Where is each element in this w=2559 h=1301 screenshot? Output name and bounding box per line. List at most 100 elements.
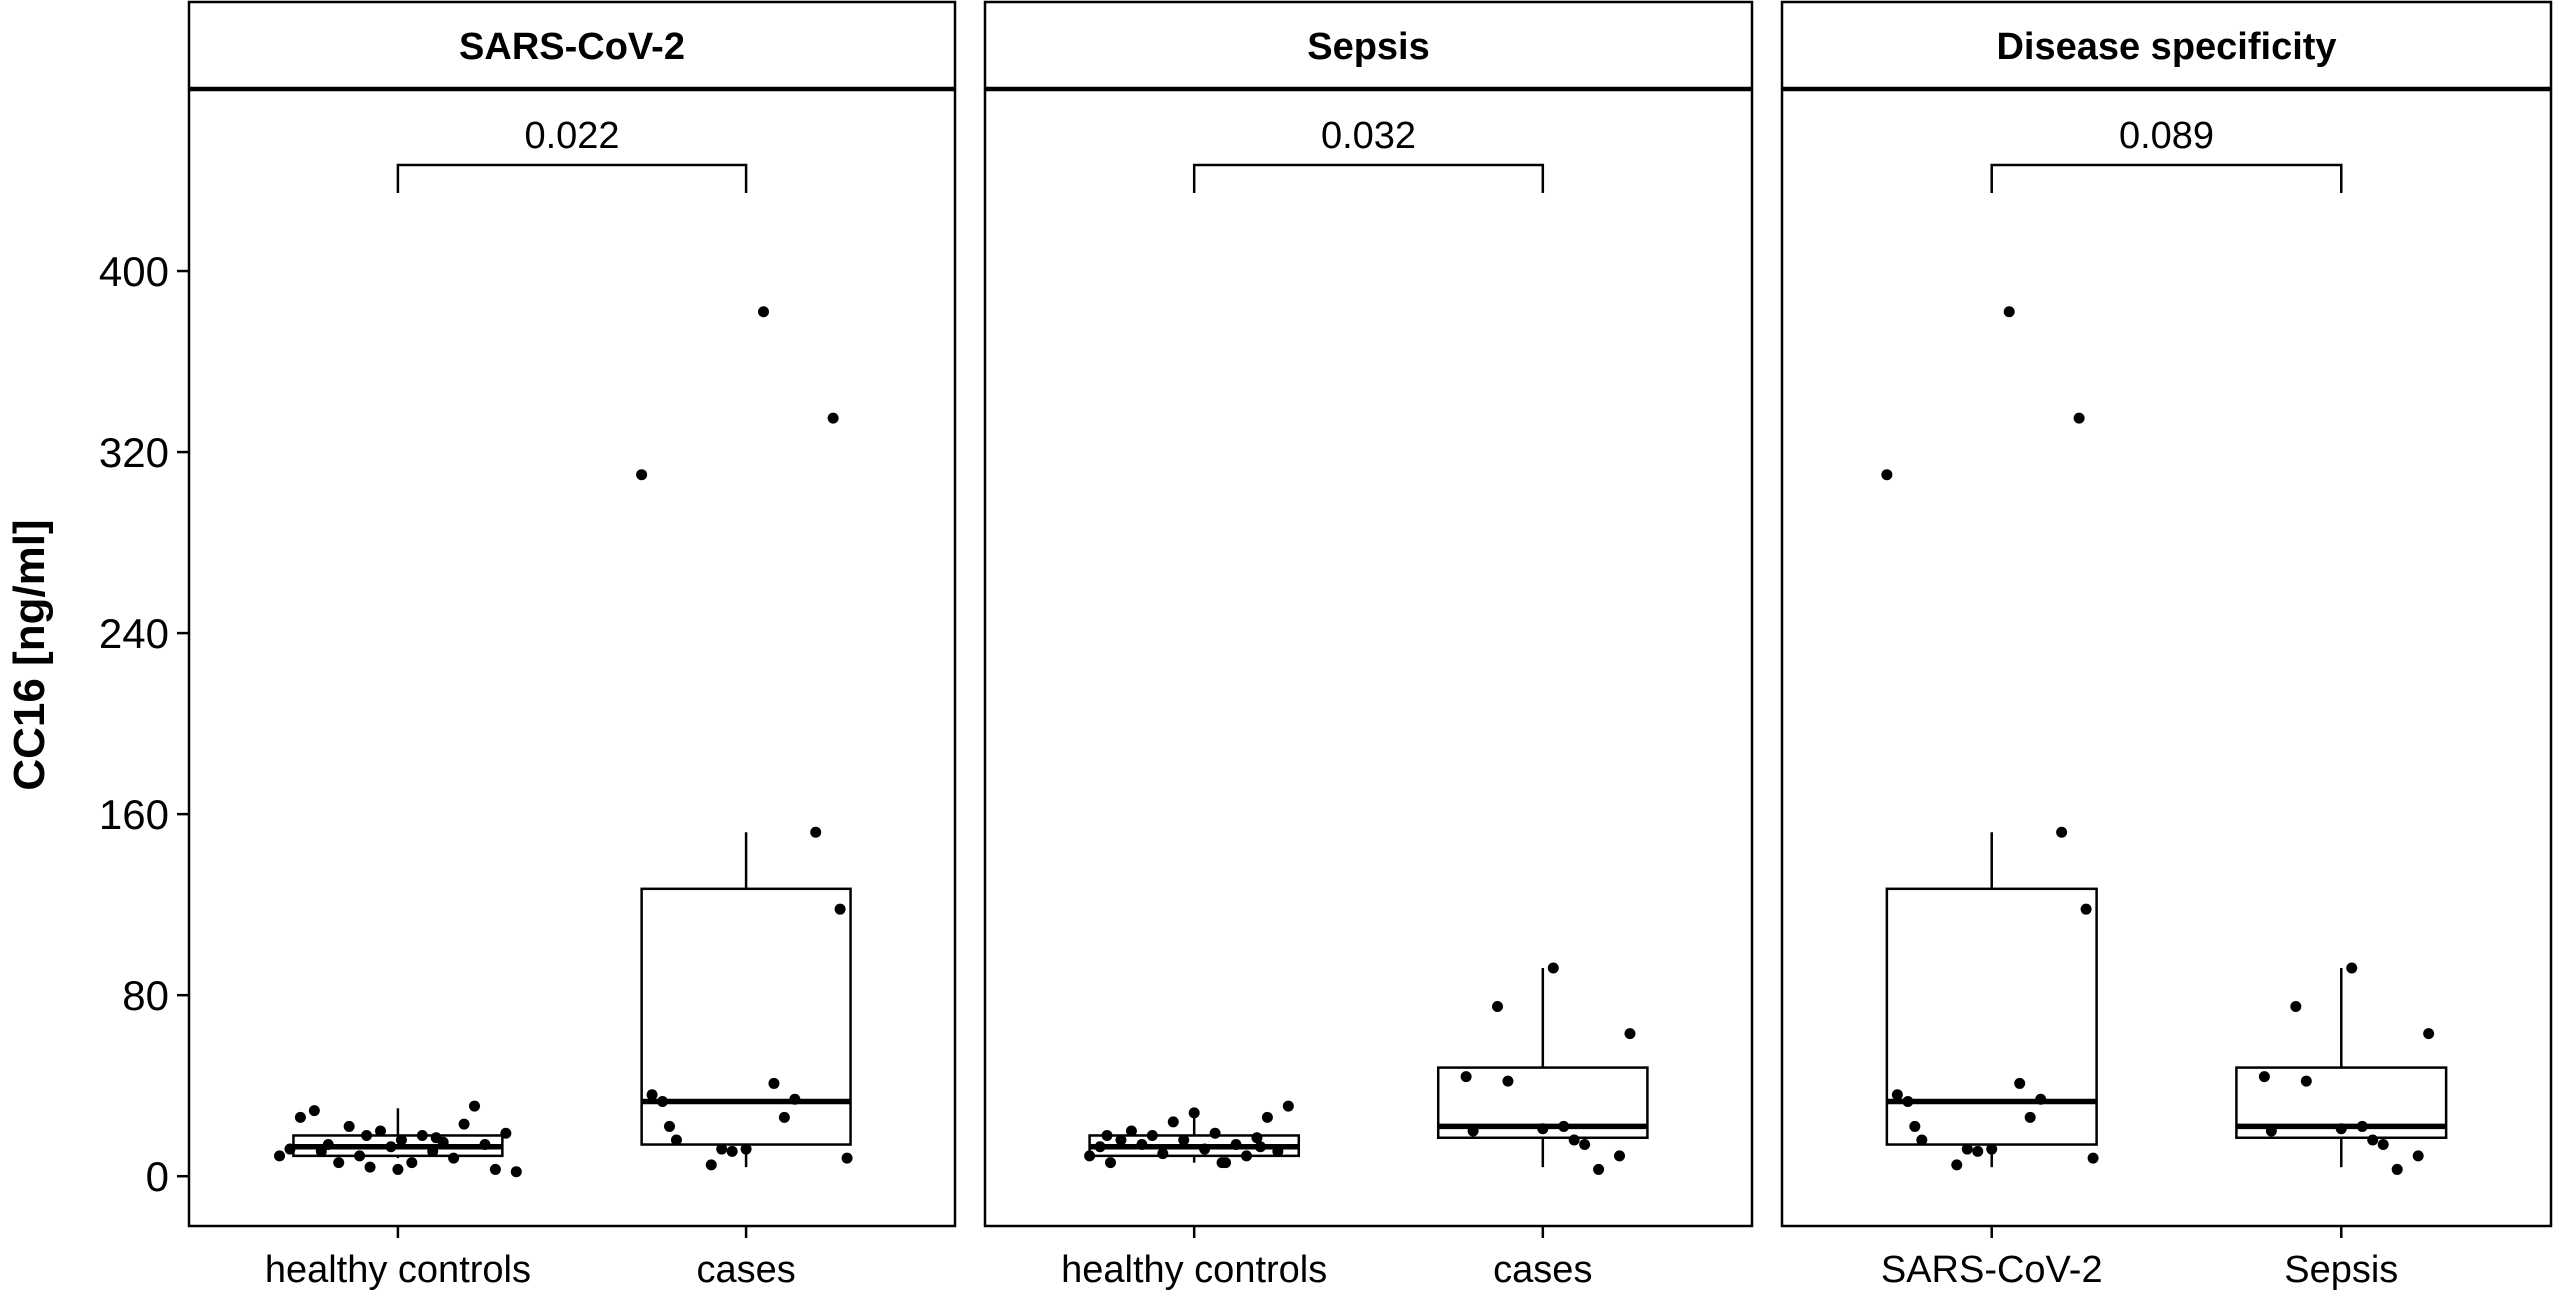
data-point (1467, 1125, 1479, 1137)
data-point (1460, 1071, 1472, 1083)
data-point (2356, 1120, 2368, 1132)
y-axis-label: CC16 [ng/ml] (5, 519, 54, 790)
group-1: healthy controls (1061, 1100, 1327, 1291)
x-tick-label: cases (696, 1249, 795, 1291)
group-2: Sepsis (2235, 962, 2448, 1291)
panel-frame (983, 88, 1754, 1228)
data-point (1216, 1157, 1228, 1169)
data-point (500, 1127, 512, 1139)
panels: 0 80 160 240 320 400 SARS-CoV-2 healthy control… (99, 0, 2553, 1291)
panel-frame (1780, 88, 2553, 1228)
data-point (2035, 1093, 2047, 1105)
significance-bracket (1990, 163, 2343, 193)
data-point (1261, 1111, 1273, 1123)
data-point (2367, 1134, 2379, 1146)
data-point (1579, 1139, 1591, 1151)
data-point (395, 1134, 407, 1146)
data-point (1115, 1134, 1127, 1146)
panel-1: SARS-CoV-2 healthy controls cases 0.022 (187, 0, 957, 1291)
data-point (810, 826, 822, 838)
panel-2: Sepsis healthy controls cases 0.032 (983, 0, 1754, 1291)
data-point (646, 1089, 658, 1101)
data-point (1909, 1120, 1921, 1132)
x-tick-label: healthy controls (265, 1249, 531, 1291)
y-tick-label: 240 (99, 610, 169, 657)
data-point (1881, 469, 1893, 481)
data-point (322, 1139, 334, 1151)
data-point (2080, 903, 2092, 915)
data-point (1125, 1125, 1137, 1137)
y-tick-label: 0 (146, 1153, 169, 1200)
data-point (308, 1105, 320, 1117)
group-2: cases (1436, 962, 1649, 1291)
data-point (705, 1159, 717, 1171)
panel-strip (1780, 0, 2553, 90)
p-value-label: 0.022 (524, 115, 619, 157)
data-point (2265, 1125, 2277, 1137)
data-point (841, 1152, 853, 1164)
data-point (375, 1125, 386, 1137)
data-point (2300, 1075, 2312, 1087)
data-point (1902, 1096, 1914, 1108)
data-point (1891, 1089, 1903, 1101)
data-point (354, 1150, 366, 1162)
data-point (2335, 1123, 2347, 1135)
data-point (448, 1152, 460, 1164)
data-point (385, 1141, 397, 1153)
data-point (1240, 1150, 1252, 1162)
data-point (416, 1129, 428, 1141)
significance-bracket (1192, 163, 1545, 193)
data-point (479, 1139, 491, 1151)
y-tick-label: 320 (99, 429, 169, 476)
data-point (1101, 1129, 1113, 1141)
data-point (1188, 1107, 1200, 1119)
data-point (740, 1143, 752, 1155)
data-point (2423, 1028, 2435, 1040)
data-point (1961, 1143, 1973, 1155)
data-point (2056, 826, 2068, 838)
data-point (2412, 1150, 2424, 1162)
data-point (1502, 1075, 1514, 1087)
data-point (768, 1077, 780, 1089)
data-point (1230, 1139, 1242, 1151)
data-point (406, 1157, 418, 1169)
data-point (294, 1111, 306, 1123)
data-point (726, 1145, 738, 1157)
data-point (315, 1145, 327, 1157)
data-point (361, 1129, 373, 1141)
data-point (469, 1100, 481, 1112)
group-2: cases (636, 306, 853, 1291)
data-point (1146, 1129, 1158, 1141)
data-point (2003, 306, 2015, 318)
data-point (636, 469, 648, 481)
data-point (1547, 962, 1559, 974)
group-1: SARS-CoV-2 (1881, 306, 2103, 1291)
data-point (1593, 1163, 1605, 1175)
y-tick-label: 160 (99, 791, 169, 838)
panel-frame (187, 88, 957, 1228)
data-point (716, 1143, 728, 1155)
data-point (1986, 1143, 1998, 1155)
data-point (2087, 1152, 2099, 1164)
data-point (1251, 1132, 1263, 1144)
data-point (510, 1166, 522, 1178)
x-tick-label: cases (1493, 1249, 1592, 1291)
data-point (1491, 1000, 1503, 1012)
data-point (1094, 1141, 1106, 1153)
data-point (427, 1145, 439, 1157)
data-point (1951, 1159, 1963, 1171)
data-point (1537, 1123, 1549, 1135)
significance-bracket (396, 163, 748, 193)
panel-title: Disease specificity (1996, 26, 2336, 68)
panel-strip (983, 0, 1754, 90)
panel-title: Sepsis (1307, 26, 1430, 68)
data-point (657, 1096, 669, 1108)
x-tick-label: healthy controls (1061, 1249, 1327, 1291)
x-tick-label: Sepsis (2284, 1249, 2398, 1291)
data-point (2073, 412, 2085, 424)
data-point (1105, 1157, 1117, 1169)
data-point (1199, 1143, 1211, 1155)
data-point (827, 412, 839, 424)
data-point (274, 1150, 286, 1162)
